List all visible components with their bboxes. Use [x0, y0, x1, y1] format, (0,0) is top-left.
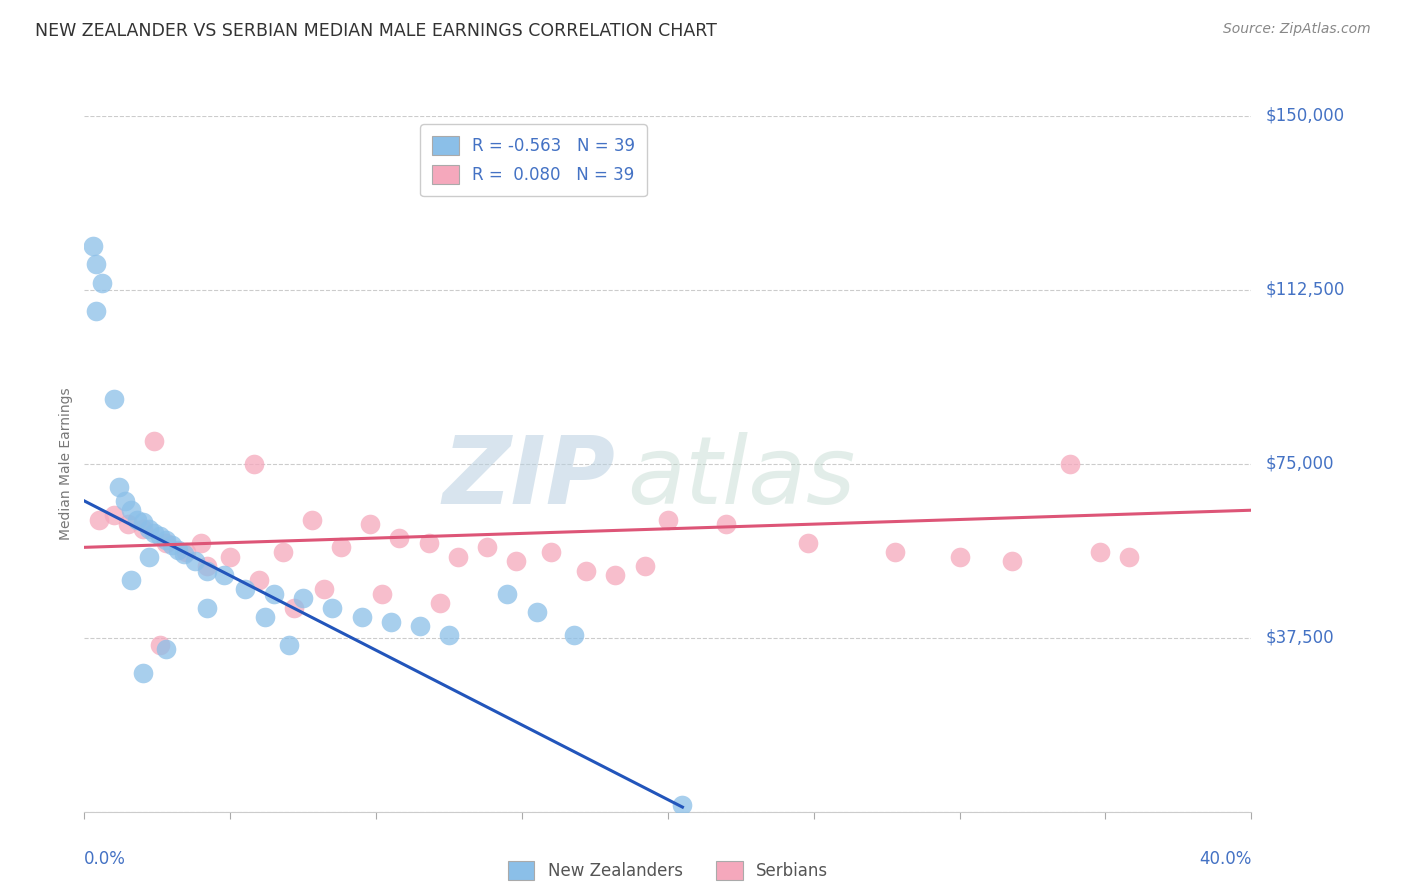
- Point: [120, 573, 142, 587]
- Point: [371, 587, 394, 601]
- Text: $75,000: $75,000: [1265, 455, 1334, 473]
- Point: [120, 503, 142, 517]
- Point: [1118, 549, 1140, 564]
- Point: [87, 512, 110, 526]
- Point: [496, 587, 519, 601]
- Point: [388, 531, 411, 545]
- Point: [575, 564, 598, 578]
- Point: [132, 665, 155, 680]
- Point: [505, 554, 527, 568]
- Point: [176, 545, 198, 559]
- Point: [884, 545, 907, 559]
- Point: [125, 512, 148, 526]
- Point: [138, 522, 160, 536]
- Point: [429, 596, 451, 610]
- Point: [671, 797, 693, 812]
- Point: [321, 600, 343, 615]
- Point: [948, 549, 970, 564]
- Point: [195, 558, 218, 573]
- Point: [633, 558, 655, 573]
- Point: [263, 587, 285, 601]
- Point: [160, 538, 183, 552]
- Point: [380, 615, 402, 629]
- Point: [143, 434, 166, 448]
- Point: [195, 564, 218, 578]
- Point: [155, 535, 177, 549]
- Point: [149, 638, 172, 652]
- Point: [84, 257, 107, 271]
- Point: [330, 541, 353, 555]
- Point: [312, 582, 335, 596]
- Point: [103, 392, 125, 406]
- Point: [132, 522, 155, 536]
- Point: [247, 573, 270, 587]
- Point: [1001, 554, 1024, 568]
- Point: [155, 642, 177, 657]
- Point: [149, 529, 172, 543]
- Text: 40.0%: 40.0%: [1199, 850, 1251, 868]
- Point: [418, 535, 440, 549]
- Point: [184, 554, 207, 568]
- Text: ZIP: ZIP: [443, 432, 616, 524]
- Point: [138, 549, 160, 564]
- Point: [714, 517, 737, 532]
- Point: [143, 526, 166, 541]
- Point: [540, 545, 562, 559]
- Point: [103, 508, 125, 522]
- Point: [195, 600, 218, 615]
- Point: [90, 276, 112, 290]
- Text: atlas: atlas: [627, 433, 855, 524]
- Point: [359, 517, 381, 532]
- Point: [190, 535, 212, 549]
- Text: $37,500: $37,500: [1265, 629, 1334, 647]
- Point: [283, 600, 305, 615]
- Text: NEW ZEALANDER VS SERBIAN MEDIAN MALE EARNINGS CORRELATION CHART: NEW ZEALANDER VS SERBIAN MEDIAN MALE EAR…: [35, 22, 717, 40]
- Point: [526, 605, 548, 619]
- Point: [108, 480, 131, 494]
- Point: [437, 628, 460, 642]
- Point: [84, 303, 107, 318]
- Point: [657, 512, 679, 526]
- Point: [447, 549, 470, 564]
- Point: [1088, 545, 1111, 559]
- Point: [475, 541, 498, 555]
- Point: [797, 535, 820, 549]
- Point: [117, 517, 139, 532]
- Point: [292, 591, 315, 606]
- Point: [564, 628, 586, 642]
- Point: [301, 512, 323, 526]
- Point: [155, 533, 177, 548]
- Legend: New Zealanders, Serbians: New Zealanders, Serbians: [501, 855, 835, 887]
- Text: Source: ZipAtlas.com: Source: ZipAtlas.com: [1223, 22, 1371, 37]
- Point: [132, 515, 155, 529]
- Point: [233, 582, 256, 596]
- Point: [1059, 457, 1081, 471]
- Y-axis label: Median Male Earnings: Median Male Earnings: [59, 387, 73, 541]
- Point: [173, 547, 195, 561]
- Text: $150,000: $150,000: [1265, 107, 1344, 125]
- Text: 0.0%: 0.0%: [84, 850, 127, 868]
- Point: [219, 549, 242, 564]
- Point: [214, 568, 236, 582]
- Text: $112,500: $112,500: [1265, 281, 1344, 299]
- Point: [605, 568, 627, 582]
- Point: [254, 610, 277, 624]
- Point: [114, 494, 136, 508]
- Point: [277, 638, 299, 652]
- Point: [242, 457, 264, 471]
- Point: [166, 542, 188, 557]
- Point: [271, 545, 294, 559]
- Point: [409, 619, 432, 633]
- Point: [350, 610, 373, 624]
- Point: [82, 239, 104, 253]
